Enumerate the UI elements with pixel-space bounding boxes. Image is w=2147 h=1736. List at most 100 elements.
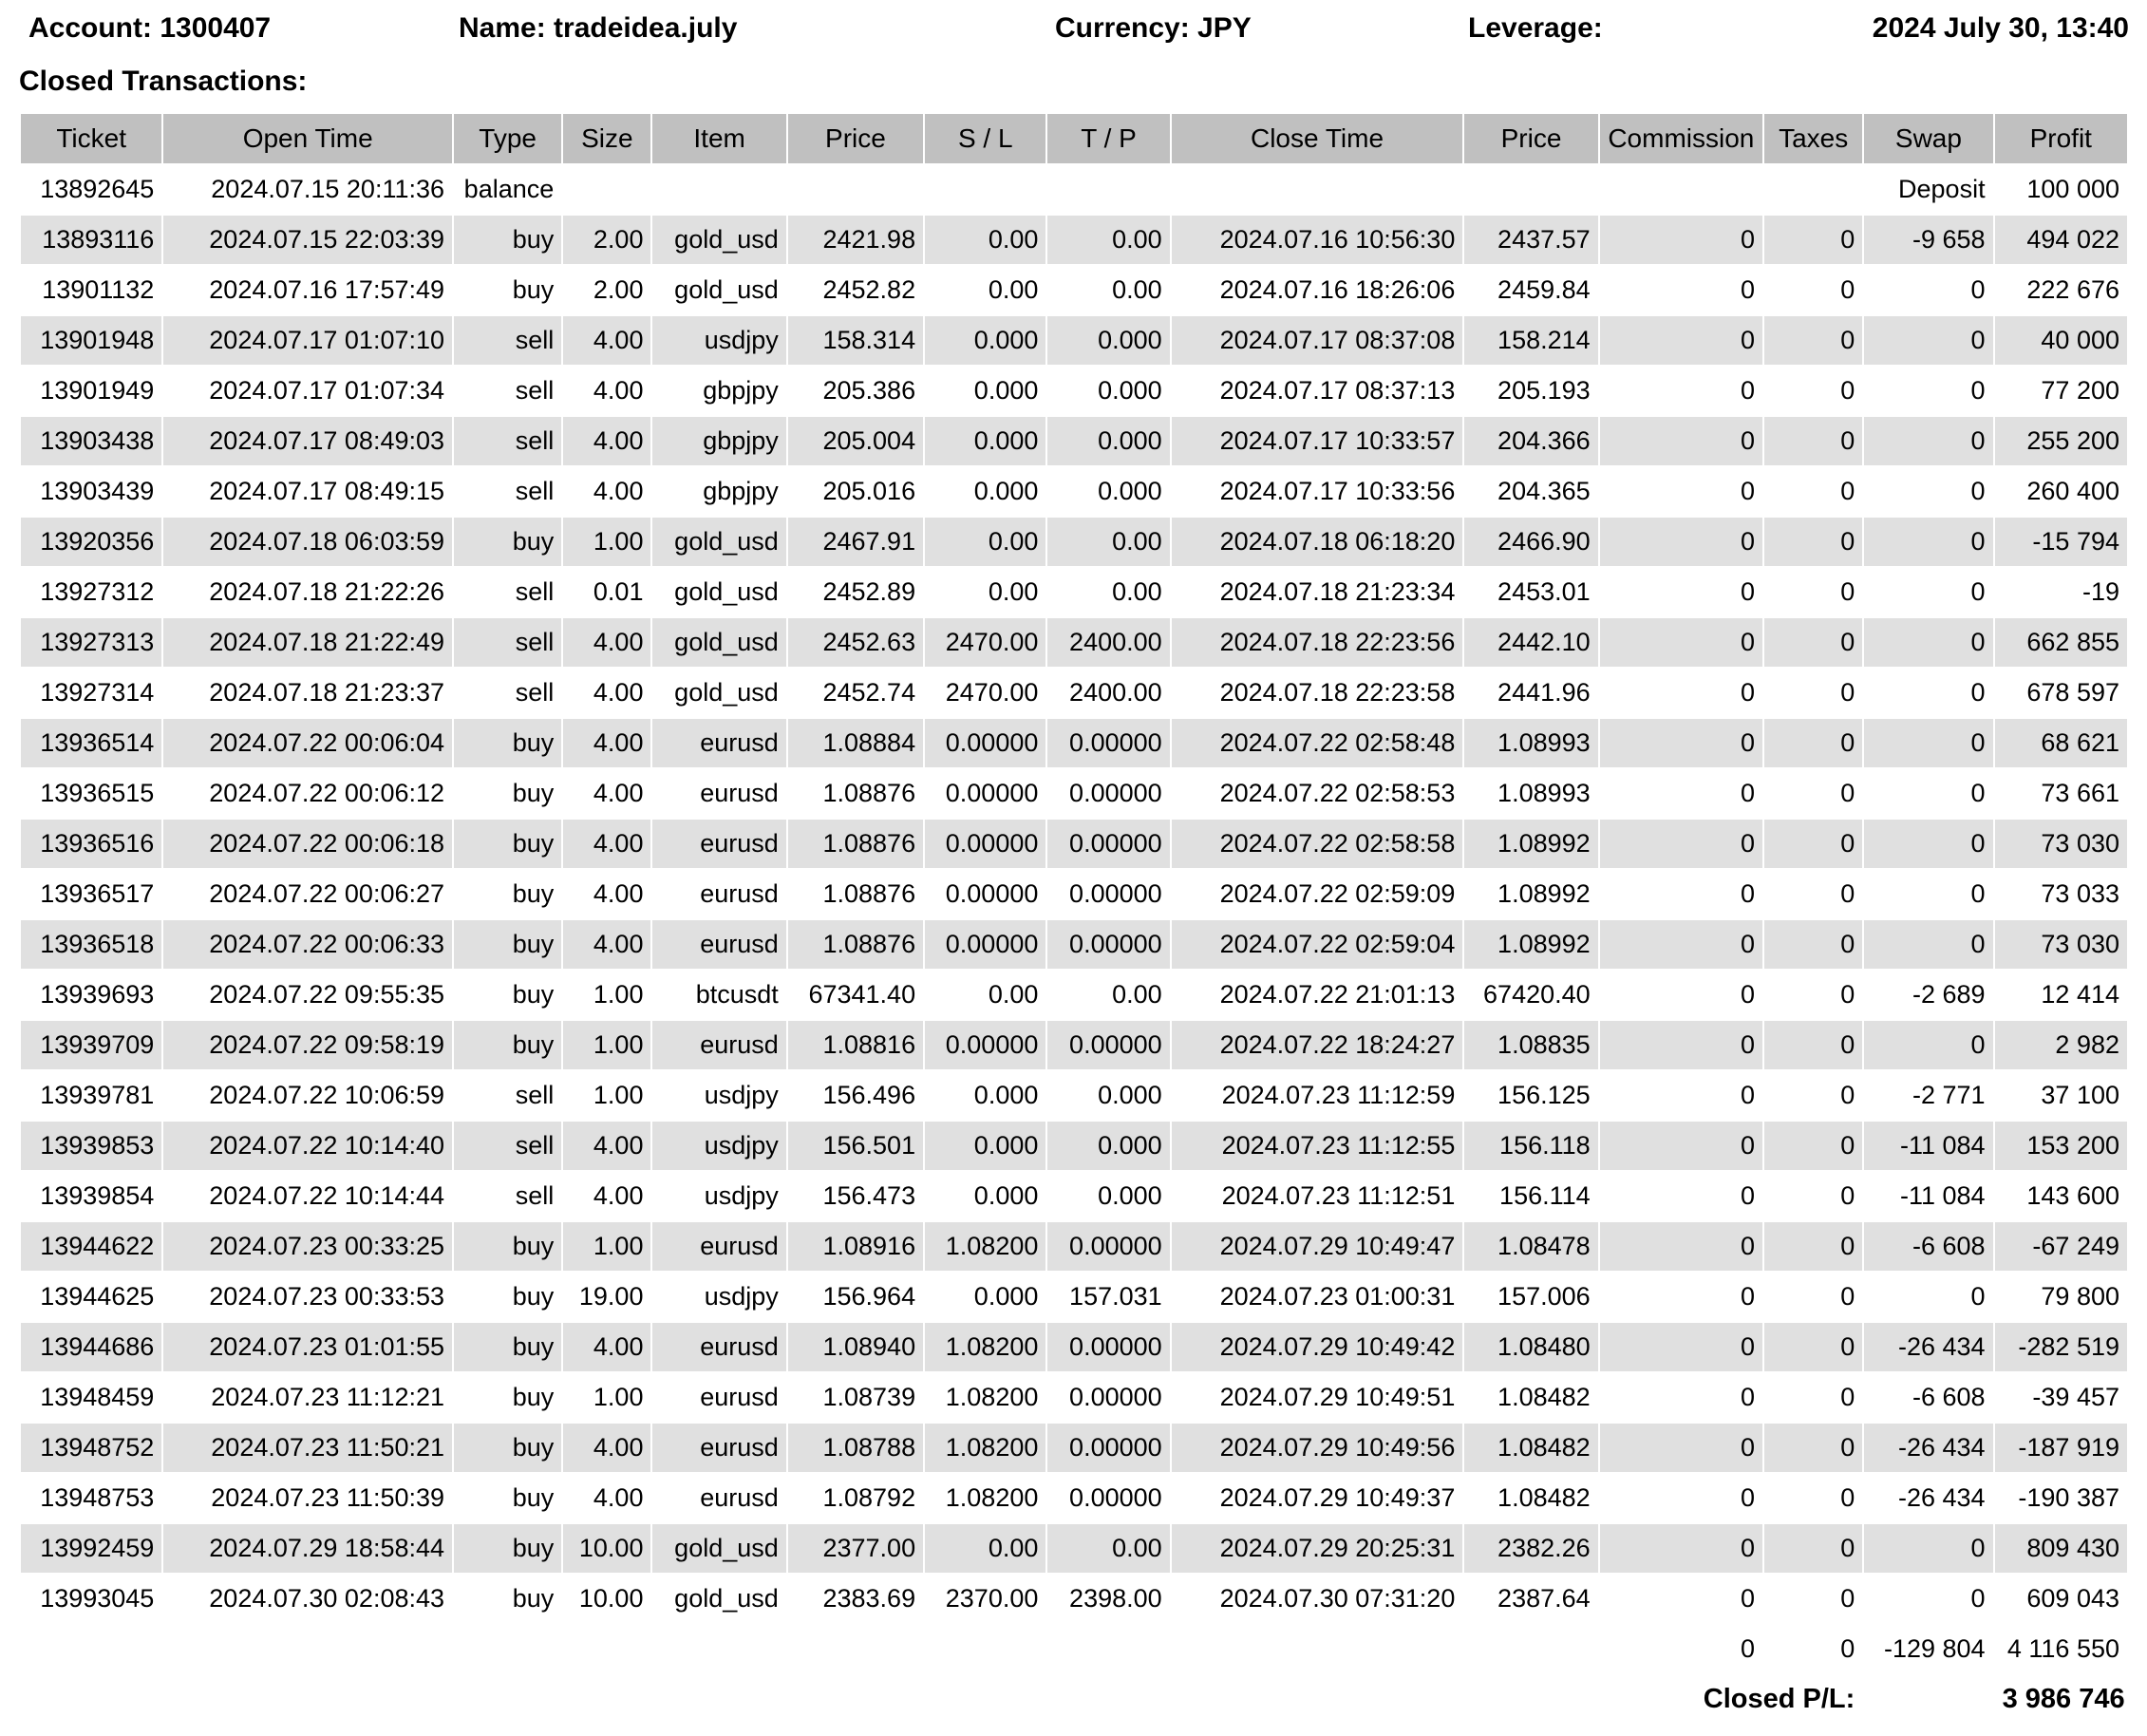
transaction-row: 13936515 2024.07.22 00:06:12 buy 4.00 eurusd…	[21, 769, 2127, 818]
cell-profit: 73 030	[1994, 920, 2127, 969]
cell-close-time: 2024.07.18 21:23:34	[1171, 568, 1463, 616]
account-field: Account: 1300407	[28, 12, 272, 44]
cell-profit: 153 200	[1994, 1122, 2127, 1170]
cell-open-time: 2024.07.17 01:07:34	[163, 367, 453, 415]
cell-sl: 0.000	[925, 1122, 1046, 1170]
cell-close-price: 1.08993	[1464, 769, 1598, 818]
cell-tp: 0.00000	[1047, 870, 1170, 918]
cell-taxes: 0	[1764, 1071, 1863, 1120]
cell-taxes: 0	[1764, 216, 1863, 264]
cell-taxes: 0	[1764, 719, 1863, 767]
cell-tp: 0.000	[1047, 1172, 1170, 1220]
cell-profit: 662 855	[1994, 618, 2127, 667]
cell-close-price: 67420.40	[1464, 971, 1598, 1019]
cell-swap: 0	[1864, 820, 1993, 868]
cell-sl: 0.00000	[925, 769, 1046, 818]
cell-close-time: 2024.07.29 20:25:31	[1171, 1524, 1463, 1573]
cell-tp: 157.031	[1047, 1273, 1170, 1321]
cell-size: 0.01	[563, 568, 651, 616]
cell-size: 4.00	[563, 1172, 651, 1220]
cell-taxes: 0	[1764, 1474, 1863, 1522]
cell-swap: 0	[1864, 1273, 1993, 1321]
cell-taxes: 0	[1764, 316, 1863, 365]
currency-field: Currency: JPY	[1055, 12, 1252, 44]
cell-item: gold_usd	[652, 1524, 786, 1573]
cell-close-price: 157.006	[1464, 1273, 1598, 1321]
cell-taxes: 0	[1764, 266, 1863, 314]
cell-type: buy	[454, 1575, 562, 1623]
cell-spacer	[21, 1625, 1598, 1673]
cell-profit: 40 000	[1994, 316, 2127, 365]
cell-taxes: 0	[1764, 518, 1863, 566]
cell-close-time: 2024.07.22 02:59:04	[1171, 920, 1463, 969]
cell-item: eurusd	[652, 920, 786, 969]
column-header-close-time: Close Time	[1171, 114, 1463, 163]
name-field: Name: tradeidea.july	[459, 12, 738, 44]
cell-taxes: 0	[1764, 1373, 1863, 1422]
cell-sl: 0.00	[925, 518, 1046, 566]
transaction-row: 13903438 2024.07.17 08:49:03 sell 4.00 gbpjp…	[21, 417, 2127, 465]
cell-swap: -11 084	[1864, 1122, 1993, 1170]
cell-sl: 0.00	[925, 266, 1046, 314]
cell-item: gold_usd	[652, 669, 786, 717]
cell-ticket: 13903439	[21, 467, 162, 516]
cell-sl: 0.00	[925, 568, 1046, 616]
cell-tp: 2400.00	[1047, 669, 1170, 717]
cell-taxes: 0	[1764, 467, 1863, 516]
cell-ticket: 13901948	[21, 316, 162, 365]
cell-ticket: 13927313	[21, 618, 162, 667]
cell-commission: 0	[1599, 1575, 1763, 1623]
cell-tp: 0.00000	[1047, 820, 1170, 868]
cell-commission: 0	[1599, 1021, 1763, 1069]
cell-swap: 0	[1864, 367, 1993, 415]
cell-item: usdjpy	[652, 1071, 786, 1120]
cell-open-time: 2024.07.22 10:14:40	[163, 1122, 453, 1170]
cell-close-price: 204.365	[1464, 467, 1598, 516]
cell-open-price: 2452.63	[787, 618, 924, 667]
cell-size: 10.00	[563, 1524, 651, 1573]
cell-item: eurusd	[652, 820, 786, 868]
cell-sl: 0.00000	[925, 820, 1046, 868]
cell-taxes: 0	[1764, 1323, 1863, 1371]
cell-tp: 0.000	[1047, 367, 1170, 415]
cell-commission: 0	[1599, 417, 1763, 465]
cell-taxes: 0	[1764, 1021, 1863, 1069]
cell-open-time: 2024.07.22 09:58:19	[163, 1021, 453, 1069]
cell-item: eurusd	[652, 719, 786, 767]
cell-type: buy	[454, 1222, 562, 1271]
cell-open-time: 2024.07.17 08:49:15	[163, 467, 453, 516]
cell-type: buy	[454, 820, 562, 868]
cell-size: 2.00	[563, 266, 651, 314]
cell-taxes: 0	[1764, 367, 1863, 415]
cell-ticket: 13948753	[21, 1474, 162, 1522]
cell-close-time: 2024.07.17 08:37:13	[1171, 367, 1463, 415]
cell-tp: 0.00000	[1047, 1424, 1170, 1472]
cell-ticket: 13944686	[21, 1323, 162, 1371]
cell-sl: 0.000	[925, 316, 1046, 365]
cell-taxes: 0	[1764, 1172, 1863, 1220]
cell-tp: 2398.00	[1047, 1575, 1170, 1623]
column-header-tp: T / P	[1047, 114, 1170, 163]
cell-sl: 0.000	[925, 467, 1046, 516]
cell-commission: 0	[1599, 1172, 1763, 1220]
cell-item: eurusd	[652, 1222, 786, 1271]
cell-item: gold_usd	[652, 266, 786, 314]
transaction-row: 13993045 2024.07.30 02:08:43 buy 10.00 gold_…	[21, 1575, 2127, 1623]
cell-close-price: 2442.10	[1464, 618, 1598, 667]
cell-close-time: 2024.07.23 11:12:55	[1171, 1122, 1463, 1170]
transaction-row: 13948459 2024.07.23 11:12:21 buy 1.00 eurusd…	[21, 1373, 2127, 1422]
transaction-row: 13927312 2024.07.18 21:22:26 sell 0.01 gold_…	[21, 568, 2127, 616]
cell-size: 4.00	[563, 719, 651, 767]
cell-swap: 0	[1864, 870, 1993, 918]
cell-profit: 77 200	[1994, 367, 2127, 415]
cell-tp: 2400.00	[1047, 618, 1170, 667]
cell-commission: 0	[1599, 518, 1763, 566]
cell-open-price: 1.08816	[787, 1021, 924, 1069]
transaction-row: 13893116 2024.07.15 22:03:39 buy 2.00 gold_u…	[21, 216, 2127, 264]
cell-type: buy	[454, 870, 562, 918]
cell-profit: -67 249	[1994, 1222, 2127, 1271]
cell-open-price: 158.314	[787, 316, 924, 365]
cell-close-price: 158.214	[1464, 316, 1598, 365]
cell-open-price: 1.08876	[787, 769, 924, 818]
cell-size: 4.00	[563, 1122, 651, 1170]
